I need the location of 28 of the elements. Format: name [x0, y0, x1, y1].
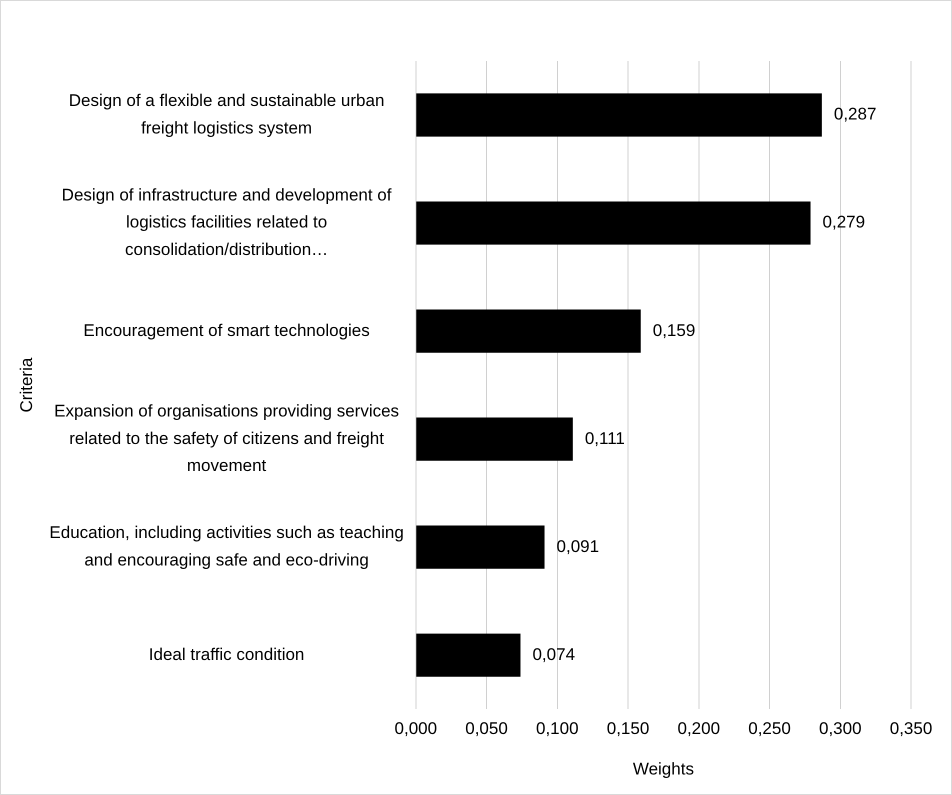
data-label: 0,111 — [584, 428, 625, 448]
data-label: 0,091 — [556, 536, 600, 556]
x-tick-label: 0,300 — [818, 719, 862, 738]
bar — [416, 201, 811, 245]
data-label: 0,074 — [532, 644, 576, 664]
x-tick-label: 0,250 — [748, 719, 791, 738]
x-tick-label: 0,350 — [890, 719, 932, 738]
bar — [416, 93, 822, 137]
bar — [416, 526, 545, 569]
y-tick-label: Design of a flexible and sustainable urban freight logistics system — [68, 91, 384, 138]
y-tick-label: Education, including activities such as teaching and encouraging safe and eco-driving — [49, 523, 404, 570]
x-tick-label: 0,200 — [677, 719, 720, 738]
x-tick-label: 0,050 — [465, 719, 508, 738]
x-tick-label: 0,000 — [394, 719, 438, 738]
bar — [416, 418, 573, 461]
y-tick-label: Expansion of organisations providing services related to the safety of citizens and freight movement — [54, 402, 400, 476]
y-tick-label: Encouragement of smart technologies — [83, 320, 370, 340]
data-label: 0,279 — [822, 212, 866, 232]
data-label: 0,159 — [652, 320, 696, 340]
y-axis-title: Criteria — [16, 357, 36, 412]
bar — [416, 309, 641, 353]
x-axis-title: Weights — [632, 759, 694, 778]
bar — [416, 634, 520, 677]
x-tick-label: 0,150 — [606, 719, 650, 738]
x-tick-label: 0,100 — [536, 719, 579, 738]
y-tick-label: Ideal traffic condition — [148, 644, 304, 664]
y-tick-label: Design of infrastructure and development of logistics facilities related to consolidation/distribution… — [62, 186, 392, 259]
data-label: 0,287 — [834, 104, 876, 124]
